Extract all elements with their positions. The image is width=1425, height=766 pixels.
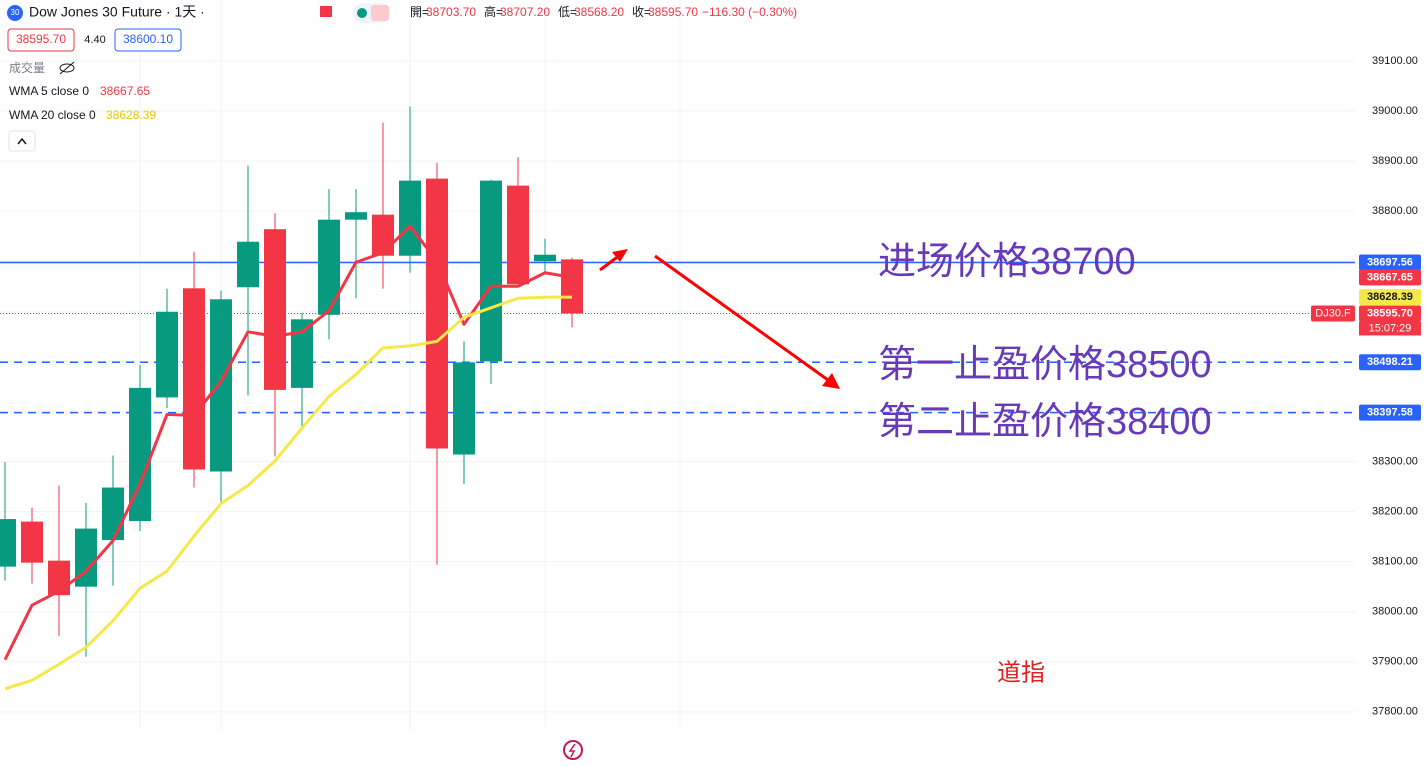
candle-body (156, 311, 178, 398)
legend-name: WMA 20 close 0 (9, 108, 96, 122)
candle-body (291, 319, 313, 388)
legend: WMA 5 close 0 38667.65 WMA 20 close 0 38628… (9, 84, 156, 122)
candle-body (426, 178, 448, 449)
y-tick-label: 38200.00 (1372, 505, 1418, 517)
candle-body (129, 387, 151, 522)
wma-line (3, 224, 573, 661)
icon[interactable] (563, 740, 583, 760)
plot: DJ30.F (0, 60, 1355, 713)
y-tick-label: 38100.00 (1372, 556, 1418, 568)
ohlc-label: 收= (632, 5, 651, 19)
y-tick-label: 38000.00 (1372, 606, 1418, 618)
y-tick-label: 39100.00 (1372, 55, 1418, 67)
ohlc-label: 高= (484, 4, 503, 19)
ohlc-value: 38703.70 (426, 5, 476, 19)
candle-body (561, 259, 583, 314)
candle-body (183, 288, 205, 470)
ohlc-label: 開= (410, 5, 429, 19)
axis-price-tag (1359, 289, 1421, 306)
candle-body (453, 362, 475, 455)
wma-line (4, 295, 572, 691)
y-tick-label: 37800.00 (1372, 706, 1418, 718)
symbol-badge-text: 30 (11, 8, 20, 17)
candle-body (75, 528, 97, 587)
ohlc: 開=38703.70 高=38707.20 低=38568.20 收=38595.70… (410, 4, 797, 19)
candle-body (0, 519, 16, 567)
axis-price-tag (1359, 254, 1421, 271)
sell-box[interactable] (7, 28, 75, 52)
annotation: 第二止盈价格38400 (878, 401, 1212, 443)
y-tick-label: 38900.00 (1372, 155, 1418, 167)
y-tick-label: 39000.00 (1372, 105, 1418, 117)
ohlc-value: 38707.20 (500, 5, 550, 19)
y-tick-label: 37900.00 (1372, 656, 1418, 668)
legend-value: 38667.65 (100, 84, 150, 98)
axis-price: 38628.39 (1367, 291, 1413, 303)
candle-body (264, 229, 286, 390)
price-axis (1355, 0, 1425, 766)
axis-price-tag (1359, 354, 1421, 371)
candle-body (507, 185, 529, 285)
sell: 38595.70 (16, 32, 66, 46)
annotations: 进场价格38700 第一止盈价格38500 第二止盈价格38400 道指 (563, 241, 1212, 760)
candle-body (237, 241, 259, 288)
symbol-badge (7, 5, 23, 21)
arrowhead (612, 249, 628, 262)
annotation: 第一止盈价格38500 (878, 344, 1212, 386)
y-tick-label: 38300.00 (1372, 455, 1418, 467)
axis-price: 38697.56 (1367, 256, 1413, 268)
candle-body (210, 299, 232, 472)
candle-body (345, 212, 367, 220)
candle-body (318, 219, 340, 315)
candle-body (534, 254, 556, 262)
ohlc-value: 38595.70 (648, 5, 698, 19)
axis-labels: 37800.00 37900.00 38000.00 38100.00 38200.00… (1359, 55, 1421, 718)
candle-body (480, 180, 502, 362)
candle-body (399, 180, 421, 256)
arrow (654, 254, 829, 382)
axis-price: 38595.70 (1367, 307, 1413, 319)
pill-wave (371, 5, 389, 21)
collapse-button[interactable] (8, 130, 36, 152)
buy-box[interactable] (114, 28, 182, 52)
candle-body (372, 214, 394, 256)
symbol[interactable]: Dow Jones 30 Future · 1天 · (29, 4, 205, 20)
axis-price-tag (1359, 305, 1421, 322)
volume-label: 成交量 (9, 60, 45, 75)
ohlc-value: 38568.20 (574, 5, 624, 19)
eye-icon[interactable] (59, 63, 75, 73)
axis-price-tag (1359, 404, 1421, 421)
legend-value: 38628.39 (106, 108, 156, 122)
spread: 4.40 (84, 34, 105, 46)
axis-price-tag (1359, 269, 1421, 286)
eye-slash (59, 61, 75, 75)
annotation: 进场价格38700 (878, 241, 1136, 283)
arrowhead (822, 373, 840, 389)
chevron (17, 137, 27, 145)
pill-dot (357, 8, 367, 18)
header: 30 Dow Jones 30 Future · 1天 · 開=38703.70… (7, 3, 797, 152)
icon-bolt (568, 743, 576, 758)
note: 道指 (997, 659, 1045, 686)
axis-price: 38498.21 (1367, 356, 1413, 368)
candle-body (21, 521, 43, 563)
legend-name: WMA 5 close 0 (9, 84, 89, 98)
candle-body (102, 487, 124, 541)
countdown: 15:07:29 (1369, 322, 1412, 334)
axis-price: 38667.65 (1367, 271, 1413, 283)
change: −116.30 (−0.30%) (702, 5, 797, 19)
y-tick-label: 38800.00 (1372, 205, 1418, 217)
axis-price: 38397.58 (1367, 407, 1413, 419)
ohlc-label: 低= (558, 5, 577, 19)
symbol-tag-text: DJ30.F (1315, 307, 1351, 319)
flag[interactable] (320, 6, 332, 17)
countdown-tag (1359, 321, 1421, 336)
buy: 38600.10 (123, 32, 173, 46)
symbol-tag (1311, 305, 1355, 322)
